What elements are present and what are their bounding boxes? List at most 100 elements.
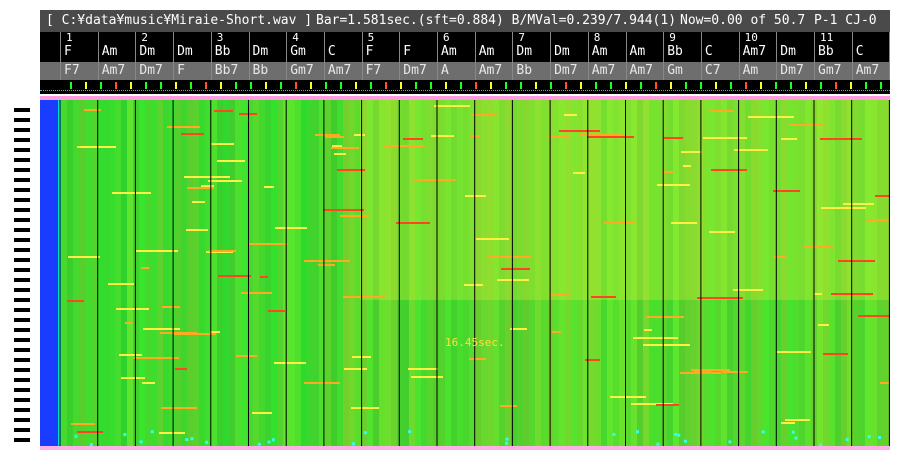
spectral-partial: [694, 371, 711, 373]
beat-tick: [790, 82, 792, 89]
spectral-partial: [351, 407, 379, 409]
measure-number: 6: [443, 32, 450, 44]
spectral-partial: [464, 284, 483, 286]
chord-cell-secondary[interactable]: F7: [365, 63, 382, 78]
spectral-partial: [84, 109, 101, 111]
spectrum-column: [271, 100, 277, 446]
beat-tick: [850, 82, 852, 89]
chord-cell-secondary[interactable]: Bb7: [214, 63, 239, 78]
chord-cell-primary[interactable]: F: [365, 44, 374, 59]
chord-cell-primary[interactable]: Bb: [214, 44, 231, 59]
chord-cell-secondary[interactable]: Gm: [667, 63, 683, 78]
spectral-partial: [814, 293, 822, 295]
spectral-partial: [781, 138, 797, 140]
chord-cell-primary[interactable]: Dm: [516, 44, 533, 59]
spectrum-column: [235, 100, 241, 446]
spectrum-column: [115, 100, 121, 446]
spectrum-column: [589, 100, 595, 446]
spectral-partial: [683, 165, 691, 167]
chord-cell-secondary[interactable]: F7: [64, 63, 80, 78]
chord-cell-secondary[interactable]: F: [177, 63, 185, 78]
spectral-partial: [709, 231, 735, 233]
chord-cell-secondary[interactable]: Bb: [516, 63, 533, 78]
noise-fleck: [74, 434, 78, 438]
chord-cell-secondary[interactable]: Am7: [629, 63, 653, 78]
spectral-partial: [510, 328, 527, 330]
spectrum-column: [259, 100, 265, 446]
chord-cell-primary[interactable]: Am: [101, 44, 118, 59]
chord-cell-secondary[interactable]: Gm7: [818, 63, 842, 78]
chord-cell-secondary[interactable]: Dm7: [554, 63, 578, 78]
chord-cell-secondary[interactable]: A: [441, 63, 449, 78]
spectrum-column: [415, 100, 421, 446]
spectrum-column: [799, 100, 805, 446]
chord-cell-primary[interactable]: Gm: [290, 44, 306, 59]
chord-cell-secondary[interactable]: Am7: [855, 63, 880, 78]
spectrum-column: [805, 100, 811, 446]
chord-cell-primary[interactable]: Am7: [742, 44, 767, 59]
chord-cell-secondary[interactable]: Gm7: [290, 63, 314, 78]
chord-header: 1 2 3 4 5 6 7 8 9 10 11 F Am Dm Dm Bb Dm Gm C F F Am Am Dm Dm Am…: [40, 32, 890, 94]
spectrum-column: [649, 100, 655, 446]
beat-tick: [475, 82, 477, 89]
piano-key: [14, 158, 30, 162]
chord-cell-secondary[interactable]: Am: [742, 63, 759, 78]
chord-cell-secondary[interactable]: Bb: [252, 63, 269, 78]
chord-cell-primary[interactable]: Am: [478, 44, 495, 59]
chord-cell-secondary[interactable]: Dm7: [780, 63, 804, 78]
chord-cell-primary[interactable]: Am: [629, 44, 646, 59]
piano-key: [14, 138, 30, 142]
spectrum-column: [289, 100, 295, 446]
chord-cell-primary[interactable]: Dm: [780, 44, 796, 59]
bar-info: Bar=1.581sec.(sft=0.884) B/MVal=0.239/7.…: [316, 13, 677, 28]
chord-cell-primary[interactable]: Am: [591, 44, 608, 59]
spectral-partial: [465, 195, 486, 197]
spectral-partial: [709, 110, 734, 112]
chord-cell-secondary[interactable]: Dm7: [403, 63, 427, 78]
piano-key: [14, 368, 30, 372]
chord-cell-primary[interactable]: C: [327, 44, 336, 59]
column-separator: [173, 32, 175, 80]
spectrum-column: [493, 100, 499, 446]
spectral-partial: [434, 105, 470, 107]
chord-cell-primary[interactable]: C: [855, 44, 864, 59]
spectrum-column: [655, 100, 661, 446]
spectrogram-canvas[interactable]: [40, 100, 890, 446]
chord-cell-secondary[interactable]: Am7: [478, 63, 503, 78]
chord-cell-secondary[interactable]: Dm7: [139, 63, 163, 78]
piano-key: [14, 108, 30, 112]
measure-number: 5: [367, 32, 375, 44]
beat-tick: [760, 82, 762, 89]
chord-cell-primary[interactable]: Dm: [139, 44, 156, 59]
chord-cell-secondary[interactable]: Am7: [591, 63, 616, 78]
spectrum-column: [667, 100, 673, 446]
keyboard-icon: [14, 108, 30, 444]
spectral-partial: [160, 332, 197, 334]
file-path: [ C:¥data¥music¥Miraie-Short.wav ]: [46, 13, 313, 28]
noise-fleck: [363, 431, 367, 435]
spectral-partial: [643, 344, 690, 346]
chord-cell-primary[interactable]: C: [704, 44, 713, 59]
chord-cell-primary[interactable]: Bb: [667, 44, 683, 59]
measure-number: 10: [744, 32, 758, 44]
measure-number-row: 1 2 3 4 5 6 7 8 9 10 11: [40, 32, 890, 44]
chord-cell-primary[interactable]: Dm: [177, 44, 193, 59]
piano-key: [14, 228, 30, 232]
beat-tick: [190, 82, 192, 89]
spectral-partial: [181, 133, 204, 135]
chord-cell-secondary[interactable]: Am7: [101, 63, 126, 78]
spectral-partial: [413, 179, 456, 181]
chord-cell-primary[interactable]: F: [403, 44, 412, 59]
chord-cell-secondary[interactable]: Am7: [327, 63, 352, 78]
chord-cell-primary[interactable]: F: [64, 44, 72, 59]
chord-cell-primary[interactable]: Bb: [818, 44, 834, 59]
chord-cell-secondary[interactable]: C7: [704, 63, 721, 78]
spectral-partial: [217, 160, 245, 162]
chord-cell-primary[interactable]: Dm: [554, 44, 570, 59]
chord-cell-primary[interactable]: Dm: [252, 44, 269, 59]
chord-cell-primary[interactable]: Am: [441, 44, 457, 59]
spectral-partial: [161, 407, 197, 409]
spectral-partial: [167, 126, 200, 128]
spectrum-column: [391, 100, 397, 446]
spectrogram-view[interactable]: [40, 100, 890, 446]
